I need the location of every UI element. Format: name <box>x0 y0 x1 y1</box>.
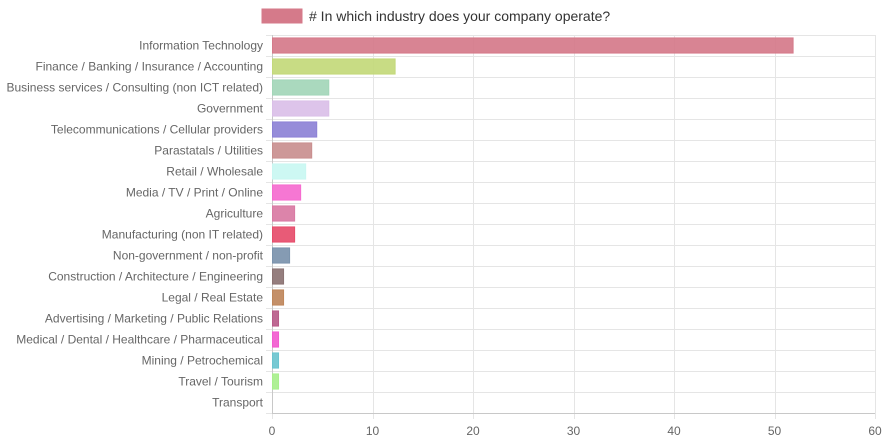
bar[interactable] <box>272 310 280 327</box>
x-tick-label: 20 <box>466 424 480 438</box>
bar[interactable] <box>272 268 285 285</box>
y-tick-label: Travel / Tourism <box>178 375 263 389</box>
y-tick-label: Finance / Banking / Insurance / Accounti… <box>36 60 263 74</box>
bar[interactable] <box>272 184 302 201</box>
x-tick-label: 50 <box>768 424 782 438</box>
y-tick-label: Mining / Petrochemical <box>142 354 263 368</box>
bar[interactable] <box>272 205 296 222</box>
bar[interactable] <box>272 163 307 180</box>
bar[interactable] <box>272 58 396 75</box>
bar[interactable] <box>272 352 280 369</box>
y-tick-label: Media / TV / Print / Online <box>126 186 263 200</box>
y-tick-label: Medical / Dental / Healthcare / Pharmace… <box>16 333 263 347</box>
y-tick-label: Government <box>197 102 264 116</box>
bar[interactable] <box>272 247 291 264</box>
y-tick-label: Transport <box>212 396 264 410</box>
y-tick-label: Information Technology <box>139 39 263 53</box>
bar[interactable] <box>272 373 280 390</box>
x-tick-label: 0 <box>269 424 276 438</box>
bar[interactable] <box>272 226 296 243</box>
y-tick-label: Telecommunications / Cellular providers <box>51 123 263 137</box>
bar[interactable] <box>272 121 318 138</box>
bar[interactable] <box>272 37 794 54</box>
bar[interactable] <box>272 79 330 96</box>
bar[interactable] <box>272 289 285 306</box>
x-tick-label: 60 <box>868 424 882 438</box>
y-axis-labels: Information Technology Finance / Banking … <box>6 39 263 410</box>
grid <box>266 35 876 419</box>
legend[interactable]: # In which industry does your company op… <box>261 8 610 24</box>
y-tick-label: Legal / Real Estate <box>162 291 264 305</box>
bar[interactable] <box>272 331 280 348</box>
legend-label: # In which industry does your company op… <box>309 8 610 24</box>
y-tick-label: Agriculture <box>206 207 264 221</box>
bar[interactable] <box>272 100 330 117</box>
y-tick-label: Business services / Consulting (non ICT … <box>6 81 263 95</box>
x-tick-label: 10 <box>366 424 380 438</box>
y-tick-label: Construction / Architecture / Engineerin… <box>48 270 263 284</box>
bars <box>272 37 794 390</box>
y-tick-label: Retail / Wholesale <box>166 165 263 179</box>
y-tick-label: Non-government / non-profit <box>113 249 264 263</box>
legend-swatch <box>261 8 303 24</box>
y-tick-label: Parastatals / Utilities <box>154 144 263 158</box>
y-tick-label: Advertising / Marketing / Public Relatio… <box>45 312 263 326</box>
x-tick-label: 40 <box>667 424 681 438</box>
bar[interactable] <box>272 142 313 159</box>
x-tick-label: 30 <box>567 424 581 438</box>
x-axis-labels: 0 10 20 30 40 50 60 <box>269 424 882 438</box>
y-tick-label: Manufacturing (non IT related) <box>102 228 263 242</box>
